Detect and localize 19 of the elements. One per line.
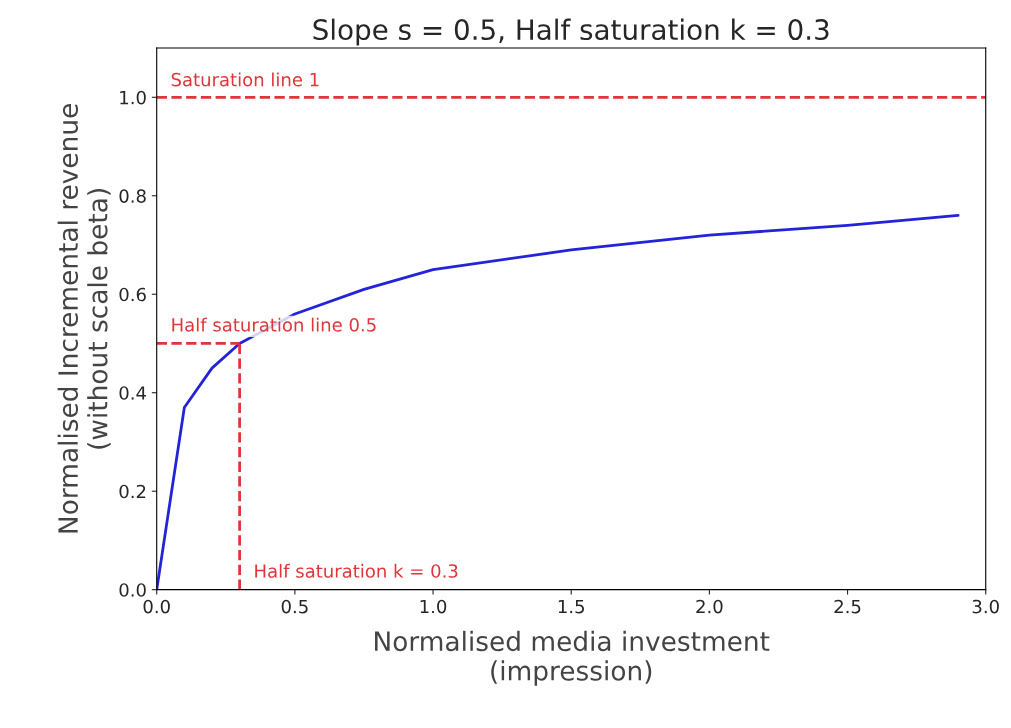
y-tick-label: 0.0 [119, 583, 146, 597]
x-tick-label: 2.0 [696, 599, 723, 614]
x-tick-label: 0.5 [281, 599, 308, 614]
ref-line-label: Saturation line 1 [171, 72, 319, 87]
y-tick-label: 0.8 [119, 189, 146, 203]
annotation: Half saturation line 0.5 [172, 317, 376, 332]
x-tick-label: 1.5 [558, 599, 584, 614]
x-tick-label: 3.0 [972, 599, 999, 614]
x-tick-label: 0.0 [143, 599, 170, 614]
y-tick-label: 1.0 [120, 90, 146, 105]
annotation: Half saturation k = 0.3 [255, 563, 458, 578]
chart-title: Slope s = 0.5, Half saturation k = 0.3 [313, 18, 829, 46]
y-tick-label: 0.2 [119, 484, 146, 499]
x-axis-title: Normalised media investment (impression) [375, 630, 770, 686]
x-tick-label: 2.5 [834, 599, 861, 614]
x-tick-label: 1.0 [420, 599, 447, 614]
y-tick-label: 0.6 [119, 287, 146, 302]
y-tick-label: 0.4 [119, 386, 146, 400]
y-axis-title: Normalised Incremental revenue (without scale beta) [57, 104, 111, 533]
